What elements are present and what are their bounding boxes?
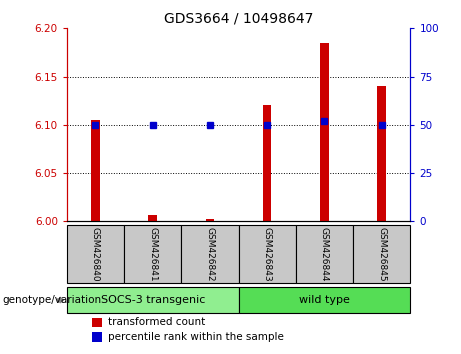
Bar xyxy=(124,225,181,283)
Bar xyxy=(353,225,410,283)
Text: genotype/variation: genotype/variation xyxy=(2,295,101,305)
Text: GSM426841: GSM426841 xyxy=(148,227,157,281)
Bar xyxy=(92,318,102,327)
Bar xyxy=(91,120,100,221)
Title: GDS3664 / 10498647: GDS3664 / 10498647 xyxy=(164,12,313,26)
Bar xyxy=(67,287,238,313)
Text: GSM426840: GSM426840 xyxy=(91,227,100,281)
Text: SOCS-3 transgenic: SOCS-3 transgenic xyxy=(100,295,205,305)
Text: transformed count: transformed count xyxy=(108,318,205,327)
FancyArrow shape xyxy=(58,297,64,303)
Bar xyxy=(378,86,386,221)
Text: GSM426844: GSM426844 xyxy=(320,227,329,281)
Text: wild type: wild type xyxy=(299,295,350,305)
Text: GSM426843: GSM426843 xyxy=(263,227,272,281)
Text: percentile rank within the sample: percentile rank within the sample xyxy=(108,332,284,342)
Text: GSM426845: GSM426845 xyxy=(377,227,386,281)
Bar xyxy=(239,225,296,283)
Bar xyxy=(148,216,157,221)
Bar xyxy=(320,43,329,221)
Bar xyxy=(181,225,239,283)
Bar xyxy=(206,219,214,221)
Bar xyxy=(263,105,272,221)
Text: GSM426842: GSM426842 xyxy=(206,227,214,281)
Bar xyxy=(92,332,102,342)
Bar xyxy=(67,225,124,283)
Bar xyxy=(296,225,353,283)
Bar xyxy=(239,287,410,313)
